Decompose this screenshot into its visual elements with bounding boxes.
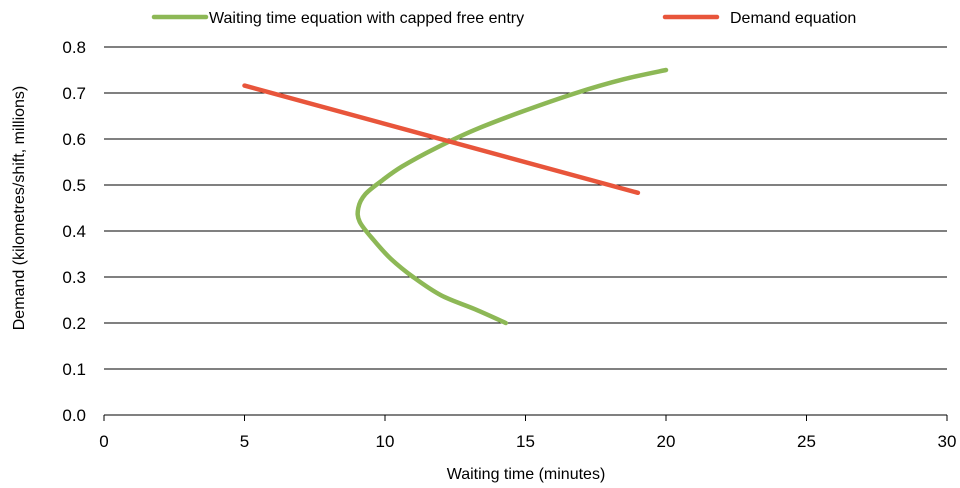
- x-tick-label: 15: [516, 432, 535, 451]
- y-tick-label: 0.5: [62, 176, 86, 195]
- y-axis-title: Demand (kilometres/shift, millions): [11, 86, 28, 331]
- x-tick-label: 0: [99, 432, 108, 451]
- x-tick-label: 30: [938, 432, 957, 451]
- x-tick-label: 10: [376, 432, 395, 451]
- y-tick-label: 0.4: [62, 222, 86, 241]
- x-axis-title: Waiting time (minutes): [447, 466, 606, 483]
- y-tick-label: 0.1: [62, 360, 86, 379]
- series-line-1: [355, 67, 669, 326]
- y-tick-label: 0.0: [62, 406, 86, 425]
- series-line-2: [242, 83, 641, 196]
- legend-label-1: Waiting time equation with capped free e…: [209, 10, 524, 27]
- x-tick-label: 25: [797, 432, 816, 451]
- y-tick-label: 0.6: [62, 130, 86, 149]
- y-tick-label: 0.8: [62, 38, 86, 57]
- x-tick-label: 20: [657, 432, 676, 451]
- legend: Waiting time equation with capped free e…: [151, 10, 856, 27]
- x-tick-label: 5: [240, 432, 249, 451]
- series: [242, 67, 669, 326]
- y-tick-label: 0.7: [62, 84, 86, 103]
- y-tick-label: 0.3: [62, 268, 86, 287]
- gridlines: [104, 46, 947, 416]
- y-tick-label: 0.2: [62, 314, 86, 333]
- legend-label-2: Demand equation: [730, 10, 856, 27]
- axes: 0.0 0.1 0.2 0.3 0.4 0.5 0.6 0.7 0.8 0 5 10 15 20 25 30: [62, 38, 956, 451]
